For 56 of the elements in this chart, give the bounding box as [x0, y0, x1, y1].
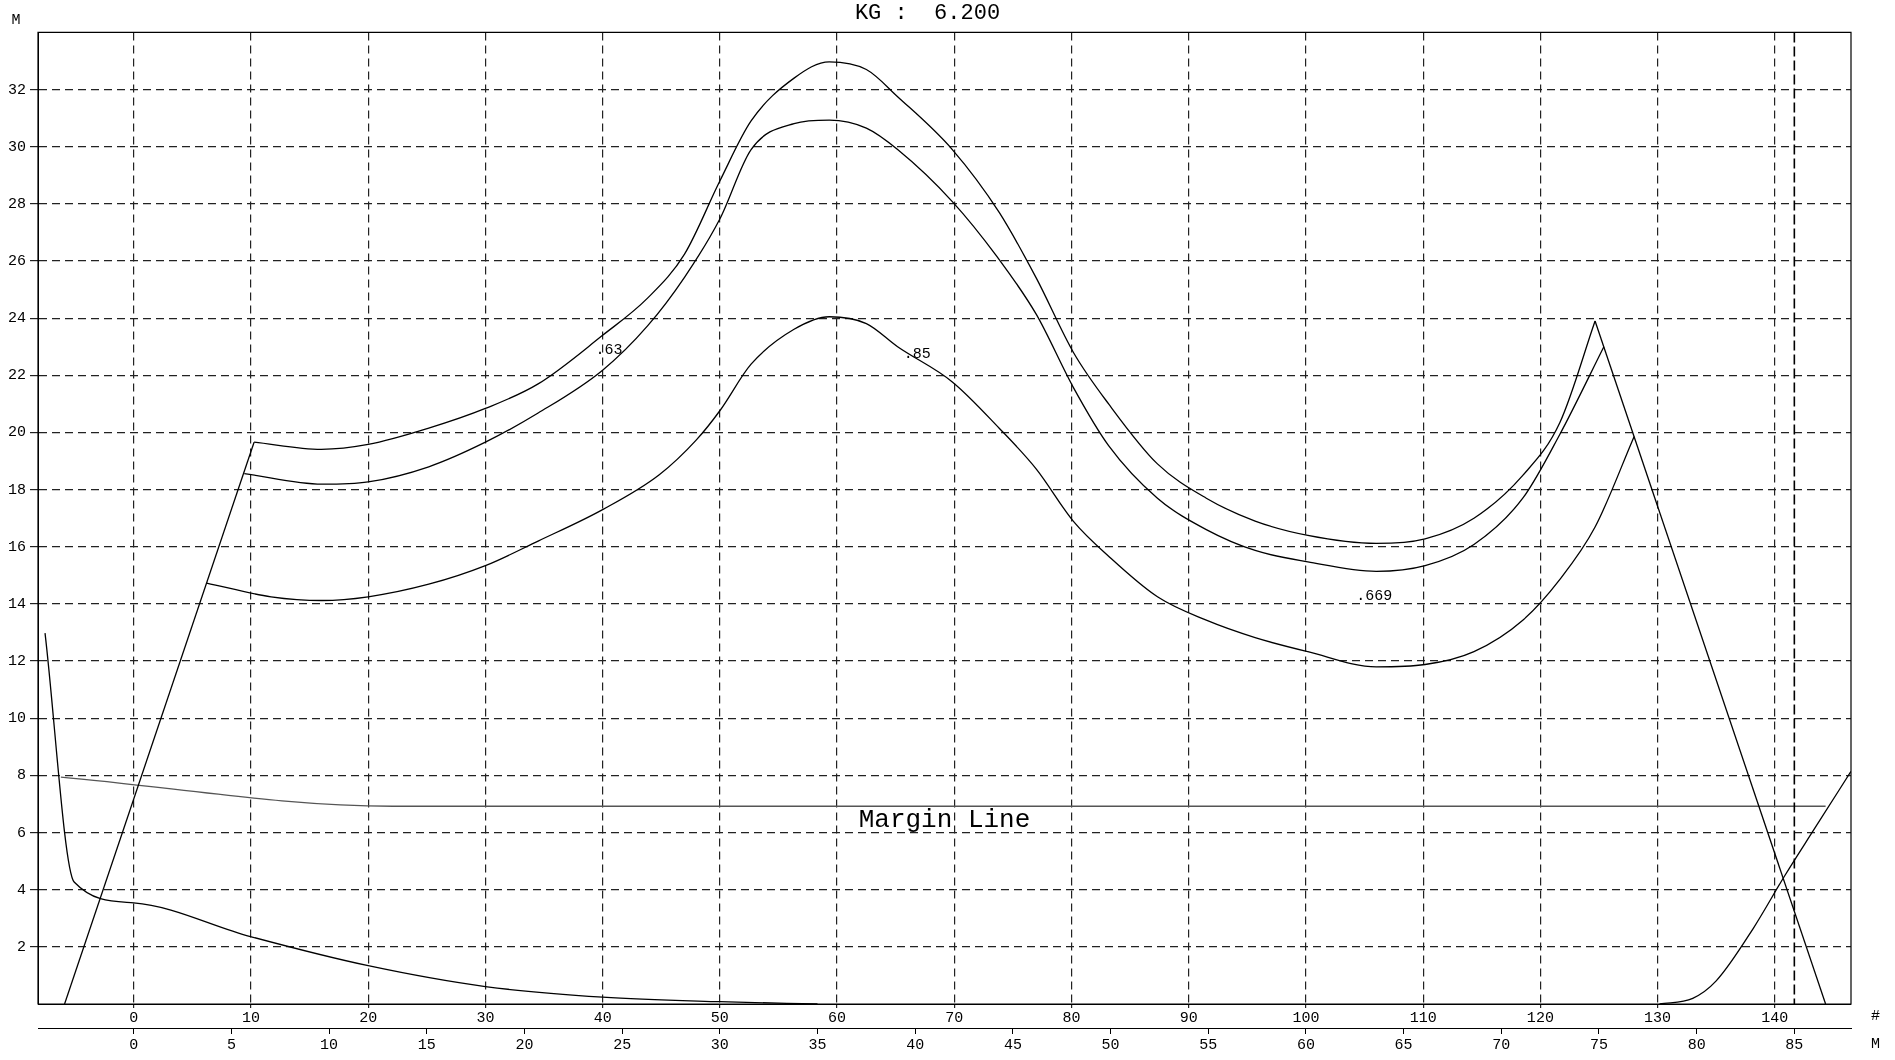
annotation: .85: [903, 345, 931, 363]
x-tick-label: 10: [320, 1036, 339, 1054]
y-tick-label: 10: [7, 710, 26, 728]
x-tick-label: 5: [226, 1036, 236, 1054]
x-tick-label: 25: [613, 1036, 632, 1054]
x2-tick-label: 70: [945, 1009, 964, 1027]
x-tick-label: 65: [1394, 1036, 1413, 1054]
x2-axis-title: #: [1871, 1007, 1881, 1025]
y-tick-label: 18: [7, 481, 26, 499]
x-tick-label: 60: [1296, 1036, 1315, 1054]
x2-tick-label: 130: [1644, 1009, 1672, 1027]
x-tick-label: 85: [1785, 1036, 1804, 1054]
y-tick-label: 30: [7, 138, 26, 156]
y-tick-label: 6: [16, 824, 26, 842]
x2-tick-label: 40: [593, 1009, 612, 1027]
x2-tick-label: 20: [359, 1009, 378, 1027]
x2-tick-label: 90: [1179, 1009, 1198, 1027]
y-tick-label: 16: [7, 538, 26, 556]
y-tick-label: 32: [7, 81, 26, 99]
y-tick-label: 24: [7, 310, 26, 328]
x-tick-label: 70: [1492, 1036, 1511, 1054]
x2-tick-label: 80: [1062, 1009, 1081, 1027]
y-tick-label: 26: [7, 252, 26, 270]
y-axis-title: M: [11, 12, 21, 30]
x-axis-title: M: [1871, 1035, 1881, 1053]
y-tick-label: 14: [7, 595, 26, 613]
x2-tick-label: 10: [241, 1009, 260, 1027]
y-tick-label: 8: [16, 767, 26, 785]
x2-tick-label: 120: [1526, 1009, 1554, 1027]
x2-tick-label: 100: [1292, 1009, 1320, 1027]
x-tick-label: 80: [1687, 1036, 1706, 1054]
chart-title: KG : 6.200: [854, 1, 1001, 27]
x2-tick-label: 140: [1761, 1009, 1789, 1027]
x2-tick-label: 60: [828, 1009, 847, 1027]
x-tick-label: 30: [710, 1036, 729, 1054]
y-tick-label: 4: [16, 881, 26, 899]
x-tick-label: 55: [1199, 1036, 1218, 1054]
x-tick-label: 35: [808, 1036, 827, 1054]
x-tick-label: 15: [417, 1036, 436, 1054]
x-tick-label: 50: [1101, 1036, 1120, 1054]
x-tick-label: 20: [515, 1036, 534, 1054]
x2-tick-label: 30: [476, 1009, 495, 1027]
y-tick-label: 28: [7, 195, 26, 213]
x-tick-label: 45: [1003, 1036, 1022, 1054]
y-tick-label: 20: [7, 424, 26, 442]
annotation: Margin Line: [858, 805, 1031, 836]
x2-tick-label: 50: [710, 1009, 729, 1027]
y-tick-label: 12: [7, 653, 26, 671]
x-tick-label: 40: [906, 1036, 925, 1054]
x2-tick-label: 0: [129, 1009, 139, 1027]
x-tick-label: 0: [129, 1036, 139, 1054]
y-tick-label: 2: [16, 938, 26, 956]
x-tick-label: 75: [1589, 1036, 1608, 1054]
x2-tick-label: 110: [1409, 1009, 1437, 1027]
y-tick-label: 22: [7, 367, 26, 385]
annotation: .669: [1356, 587, 1393, 605]
